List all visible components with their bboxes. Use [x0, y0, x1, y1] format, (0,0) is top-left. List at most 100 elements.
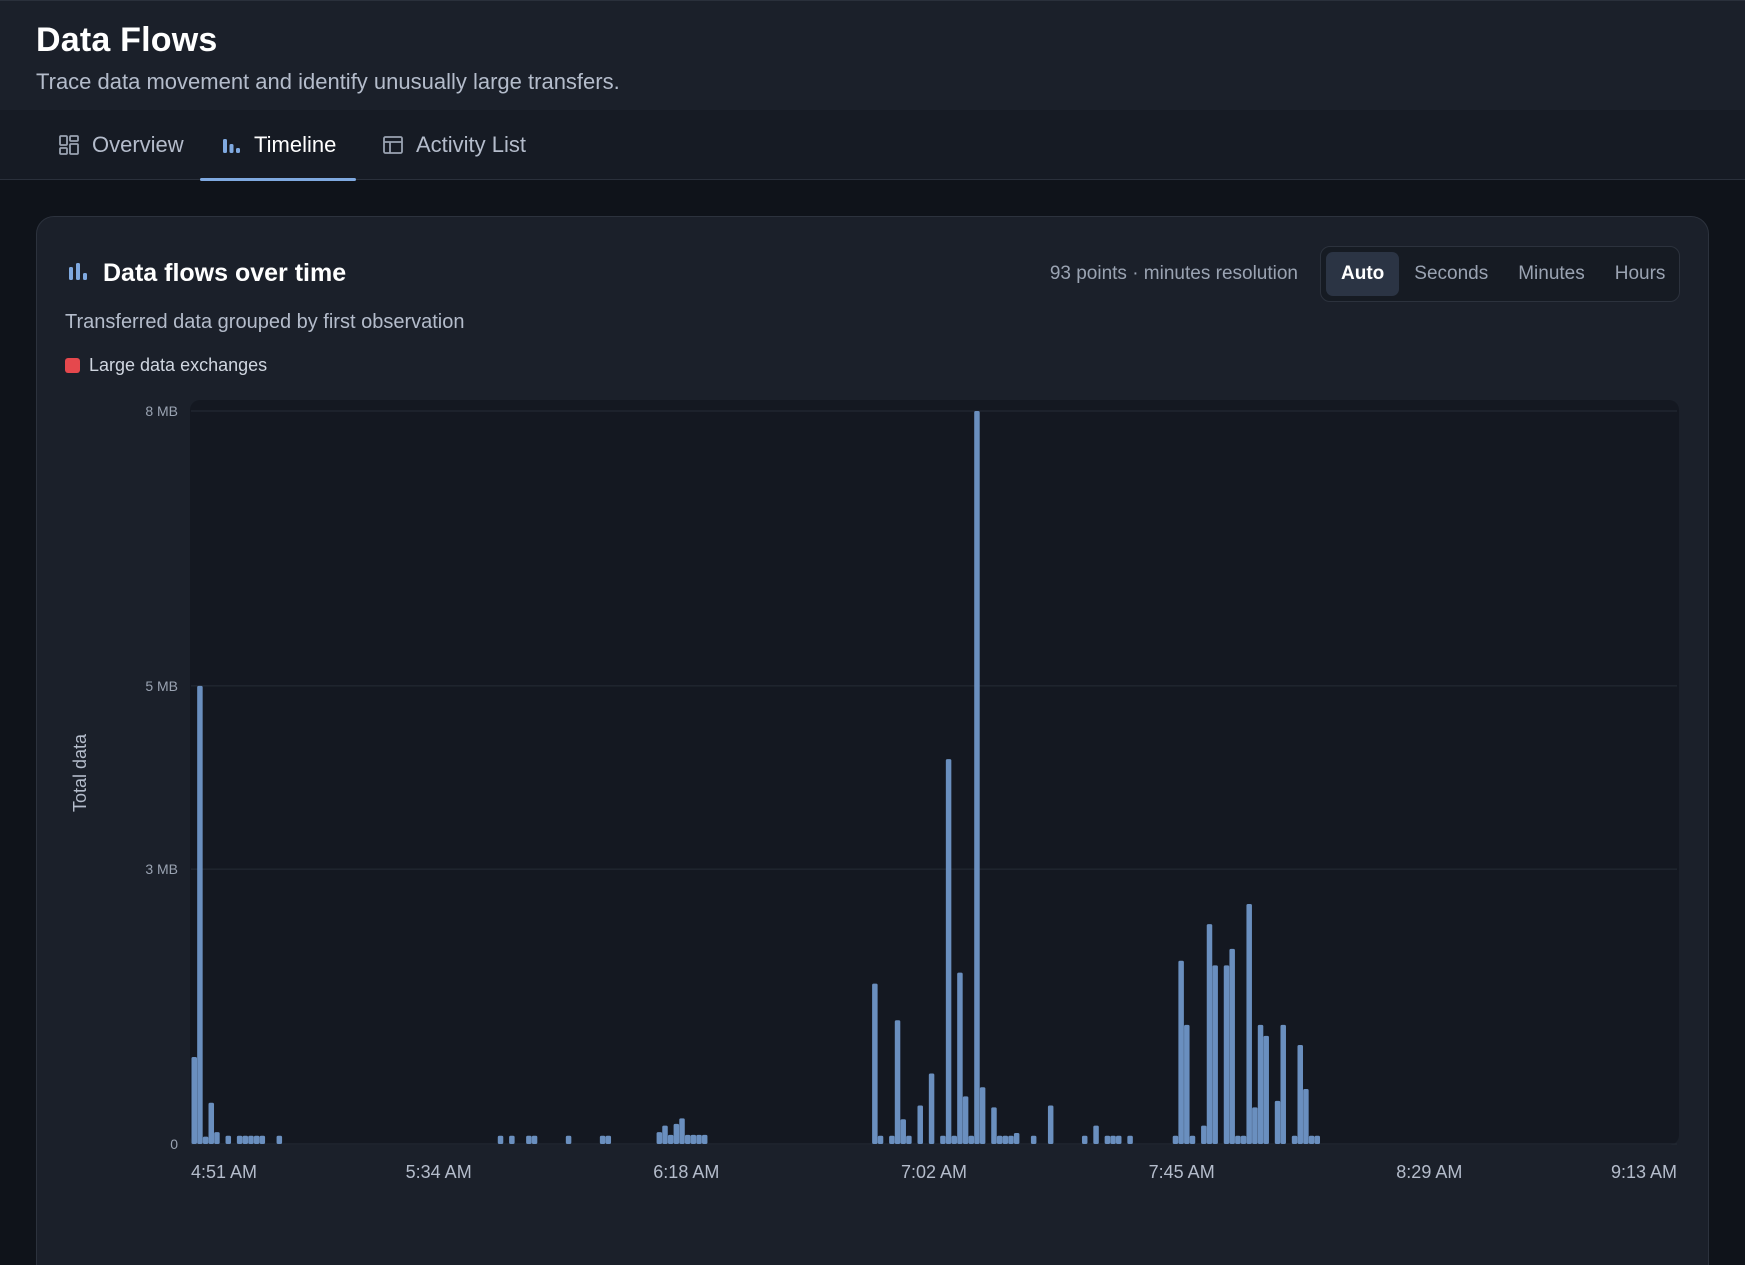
- chart-bar[interactable]: [872, 983, 878, 1144]
- chart-bar[interactable]: [197, 685, 203, 1144]
- chart-bar[interactable]: [957, 972, 963, 1144]
- chart-bar[interactable]: [259, 1135, 266, 1144]
- chart-bar[interactable]: [1246, 903, 1252, 1144]
- bar-chart-icon: [220, 134, 242, 156]
- chart-bar[interactable]: [917, 1105, 923, 1144]
- chart-bar[interactable]: [894, 1020, 901, 1144]
- chart-bar[interactable]: [1093, 1125, 1099, 1144]
- chart-bar[interactable]: [673, 1123, 680, 1144]
- chart-bar[interactable]: [1314, 1135, 1321, 1144]
- chart-bar[interactable]: [690, 1134, 697, 1144]
- chart-bar[interactable]: [1263, 1035, 1269, 1144]
- chart-legend[interactable]: Large data exchanges: [65, 355, 267, 376]
- chart-bar[interactable]: [1206, 924, 1213, 1144]
- chart-bar[interactable]: [1280, 1024, 1286, 1144]
- chart-bar[interactable]: [1081, 1135, 1088, 1144]
- chart-bar[interactable]: [889, 1135, 895, 1144]
- chart-bar[interactable]: [696, 1134, 702, 1144]
- chart-bar[interactable]: [979, 1087, 986, 1144]
- chart-bar[interactable]: [599, 1135, 606, 1144]
- chart-bar[interactable]: [202, 1136, 209, 1144]
- resolution-auto-button[interactable]: Auto: [1326, 252, 1400, 296]
- chart-bar[interactable]: [1047, 1105, 1054, 1144]
- chart-bar[interactable]: [1274, 1100, 1281, 1144]
- chart-bar[interactable]: [242, 1135, 249, 1144]
- chart-bar[interactable]: [253, 1135, 260, 1144]
- y-tick-label: 5 MB: [145, 678, 178, 694]
- chart-bar[interactable]: [945, 759, 952, 1144]
- chart-bar[interactable]: [497, 1135, 504, 1144]
- x-tick-label: 6:18 AM: [653, 1162, 719, 1182]
- chart-bar[interactable]: [900, 1119, 906, 1144]
- chart-bar[interactable]: [679, 1118, 685, 1144]
- chart-bar[interactable]: [208, 1102, 215, 1144]
- chart-bar[interactable]: [531, 1135, 538, 1144]
- chart-bar[interactable]: [214, 1132, 220, 1144]
- chart-bar[interactable]: [667, 1134, 674, 1144]
- tab-timeline[interactable]: Timeline: [200, 110, 357, 181]
- chart-bar[interactable]: [509, 1135, 515, 1144]
- chart-bar[interactable]: [928, 1073, 935, 1144]
- chart-bar[interactable]: [968, 1135, 975, 1144]
- chart-bar[interactable]: [605, 1135, 612, 1144]
- chart-bar[interactable]: [276, 1135, 283, 1144]
- chart-bar[interactable]: [1303, 1089, 1309, 1144]
- chart-bar[interactable]: [1008, 1135, 1014, 1144]
- chart-bar[interactable]: [1127, 1135, 1133, 1144]
- tab-label: Overview: [92, 132, 184, 157]
- chart-bar[interactable]: [701, 1134, 708, 1144]
- chart-bar[interactable]: [1257, 1024, 1264, 1144]
- legend-swatch: [65, 358, 80, 373]
- y-tick-label: 3 MB: [145, 861, 178, 877]
- chart-bar[interactable]: [906, 1135, 912, 1144]
- chart-bar[interactable]: [996, 1135, 1003, 1144]
- chart-bar[interactable]: [1172, 1135, 1179, 1144]
- chart-bar[interactable]: [1201, 1125, 1207, 1144]
- card-title: Data flows over time: [103, 259, 347, 287]
- resolution-seconds-button[interactable]: Seconds: [1414, 263, 1489, 284]
- resolution-segmented-control: Auto Seconds Minutes Hours: [1320, 246, 1680, 302]
- card-header: Data flows over time: [67, 259, 346, 288]
- chart-bar[interactable]: [1291, 1135, 1298, 1144]
- chart-bar[interactable]: [236, 1135, 243, 1144]
- chart-bar[interactable]: [962, 1096, 969, 1144]
- chart-bar[interactable]: [1013, 1133, 1020, 1144]
- chart-bar[interactable]: [951, 1135, 958, 1144]
- chart-bar[interactable]: [1212, 965, 1218, 1144]
- chart-bar[interactable]: [940, 1135, 946, 1144]
- dashboard-icon: [58, 134, 80, 156]
- chart-bar[interactable]: [191, 1056, 198, 1144]
- chart-bar[interactable]: [1178, 960, 1184, 1144]
- chart-bar[interactable]: [1252, 1107, 1258, 1144]
- resolution-hours-button[interactable]: Hours: [1614, 263, 1666, 284]
- chart-bar[interactable]: [1189, 1135, 1196, 1144]
- chart-bar[interactable]: [974, 411, 980, 1144]
- x-tick-label: 7:02 AM: [901, 1162, 967, 1182]
- chart-bar[interactable]: [1297, 1045, 1303, 1144]
- chart-bar[interactable]: [662, 1125, 668, 1144]
- chart-bar[interactable]: [225, 1135, 232, 1144]
- chart-bar[interactable]: [1229, 948, 1235, 1144]
- card-description: Transferred data grouped by first observ…: [65, 311, 465, 333]
- tab-activity-list[interactable]: Activity List: [382, 110, 526, 180]
- chart-bar[interactable]: [1240, 1135, 1247, 1144]
- chart-bar[interactable]: [1235, 1135, 1241, 1144]
- tab-overview[interactable]: Overview: [58, 110, 184, 180]
- chart-bar[interactable]: [526, 1135, 532, 1144]
- chart-bar[interactable]: [1308, 1135, 1315, 1144]
- chart-bar[interactable]: [991, 1107, 997, 1144]
- chart-bar[interactable]: [877, 1135, 884, 1144]
- chart-bar[interactable]: [1030, 1135, 1037, 1144]
- chart-bar[interactable]: [1002, 1135, 1009, 1144]
- chart-bar[interactable]: [684, 1134, 691, 1144]
- resolution-minutes-button[interactable]: Minutes: [1518, 263, 1585, 284]
- chart-bar[interactable]: [656, 1132, 663, 1144]
- chart-bar[interactable]: [1110, 1135, 1116, 1144]
- chart-bar[interactable]: [1223, 965, 1230, 1144]
- chart-bar[interactable]: [565, 1135, 572, 1144]
- chart-bar[interactable]: [1104, 1135, 1111, 1144]
- x-tick-label: 4:51 AM: [191, 1162, 257, 1182]
- chart-bar[interactable]: [1115, 1135, 1122, 1144]
- chart-bar[interactable]: [1184, 1024, 1190, 1144]
- chart-bar[interactable]: [248, 1135, 254, 1144]
